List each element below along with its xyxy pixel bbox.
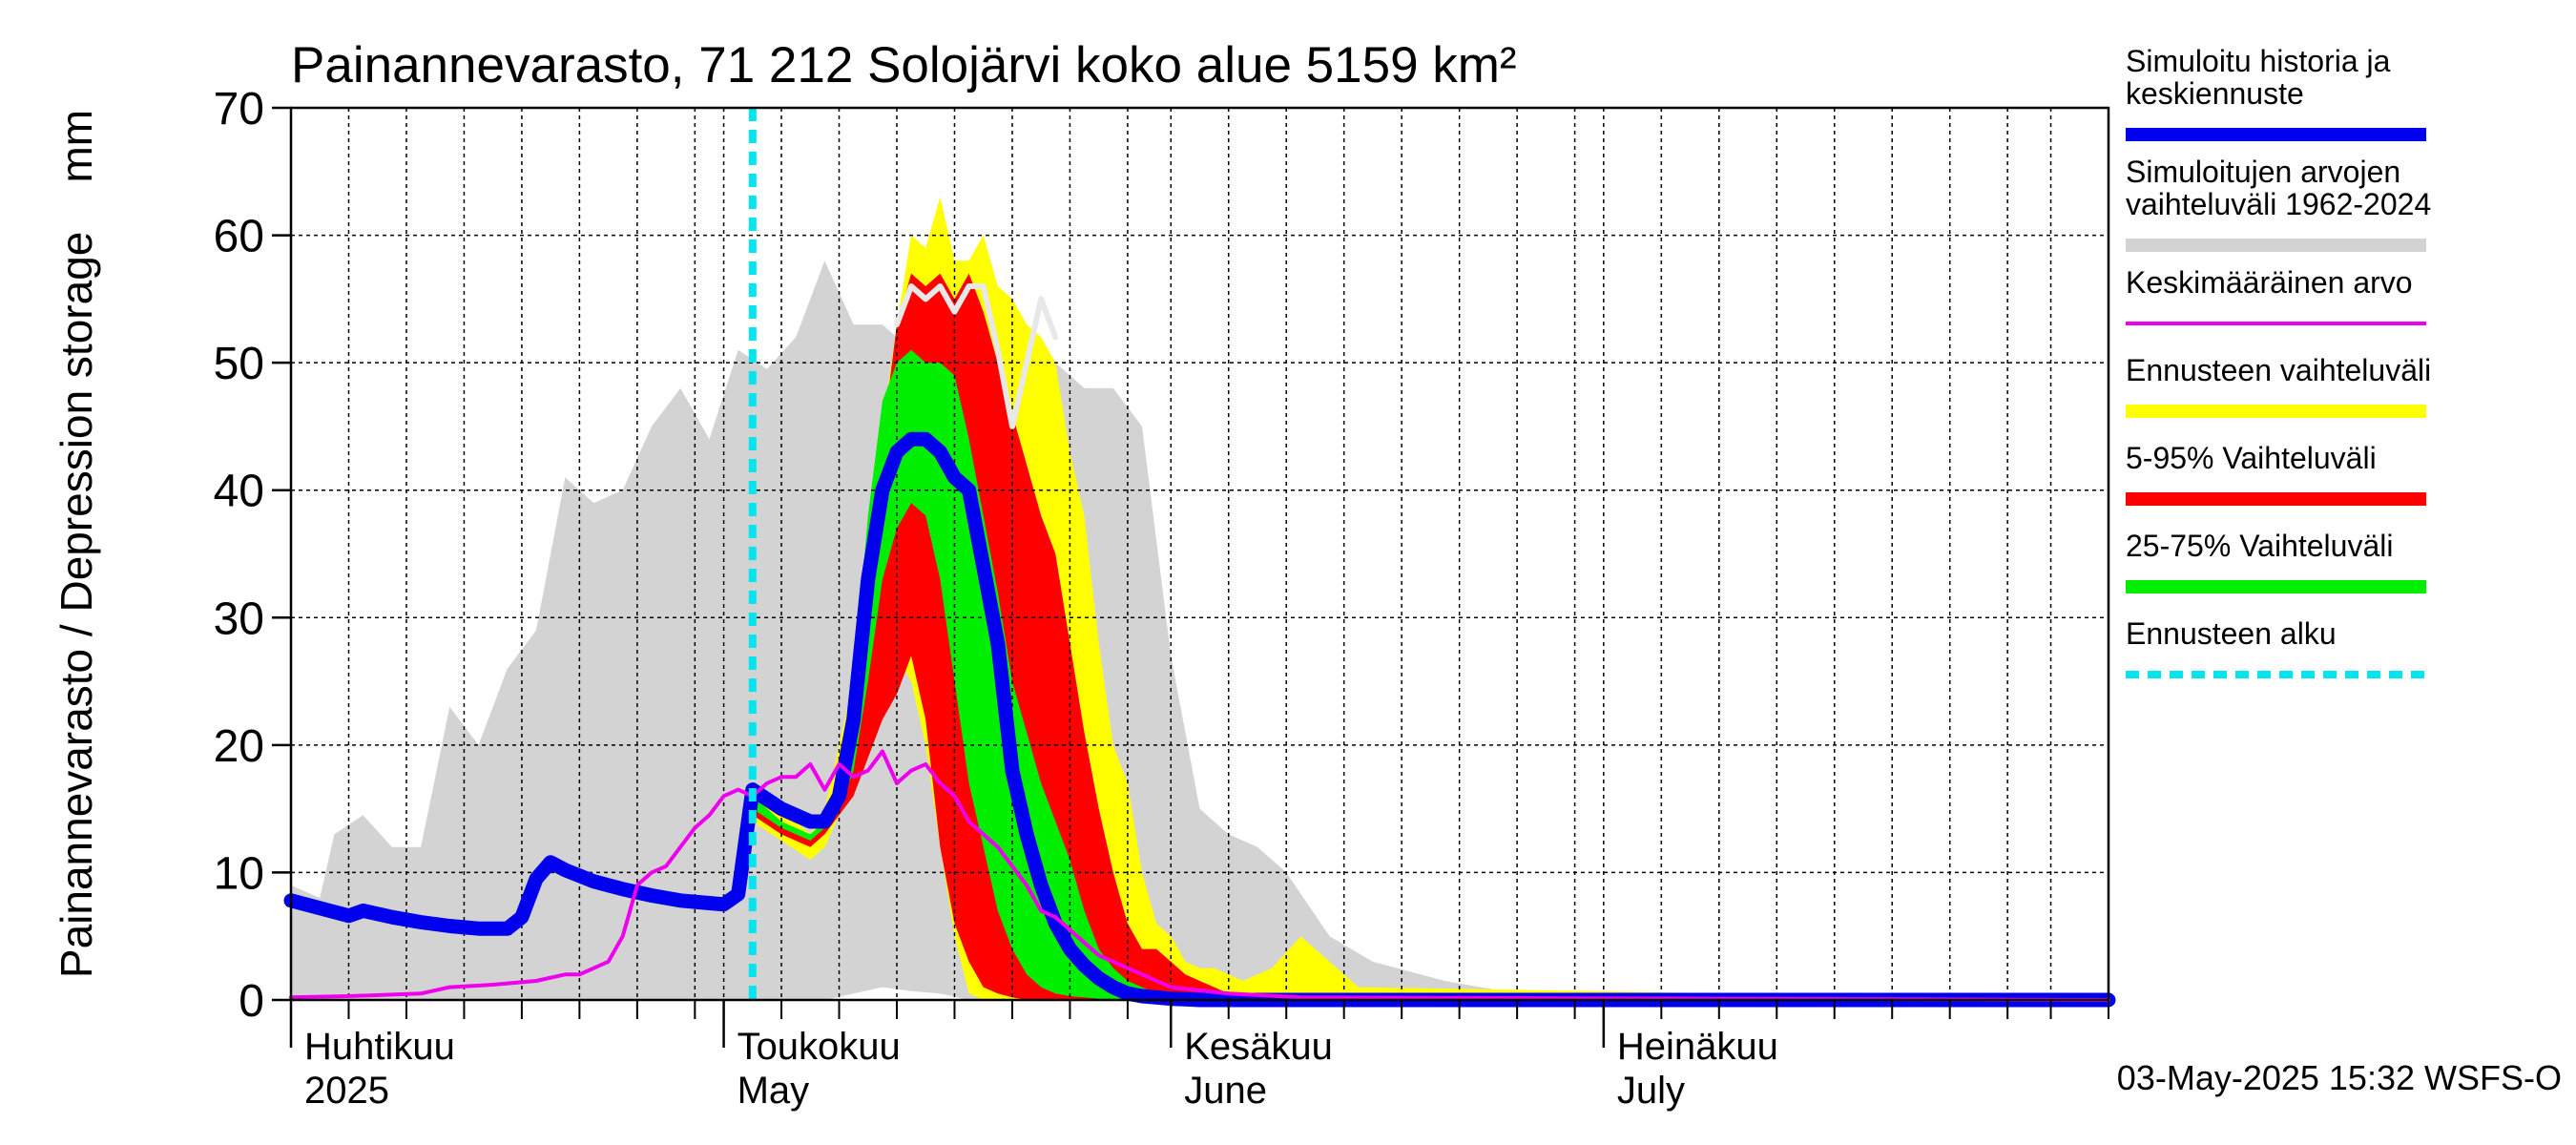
band-area-3 (752, 273, 2109, 1001)
legend-label: Keskimääräinen arvo (2126, 265, 2413, 300)
legend-label: 25-75% Vaihteluväli (2126, 529, 2393, 563)
y-tick-label: 40 (214, 467, 264, 517)
month-label: Kesäkuu (1184, 1026, 1333, 1068)
chart-title: Painannevarasto, 71 212 Solojärvi koko a… (291, 37, 1517, 94)
grid-layer (290, 107, 2109, 1001)
band-area-1 (291, 260, 2109, 1000)
month-label: Heinäkuu (1617, 1026, 1778, 1068)
lines-layer (283, 108, 2116, 1008)
y-tick-label: 10 (214, 848, 264, 899)
series-line-3 (289, 749, 2110, 1002)
month-label-sub: June (1184, 1070, 1267, 1112)
bands-layer (291, 197, 2109, 1001)
legend-label: keskiennuste (2126, 76, 2304, 111)
legend-label: 5-95% Vaihteluväli (2126, 441, 2377, 475)
legend-label: Simuloitujen arvojen (2126, 155, 2400, 189)
y-tick-label: 50 (214, 339, 264, 389)
y-tick-label: 30 (214, 593, 264, 644)
band-area-4 (752, 349, 2109, 1000)
month-label: Toukokuu (737, 1026, 901, 1068)
legend-label: Simuloitu historia ja (2126, 44, 2391, 78)
legend-label: vaihteluväli 1962-2024 (2126, 187, 2431, 221)
month-label-sub: May (737, 1070, 810, 1112)
legend-label: Ennusteen alku (2126, 616, 2337, 651)
y-tick-label: 20 (214, 721, 264, 772)
y-tick-label: 60 (214, 212, 264, 262)
y-tick-label: 70 (214, 84, 264, 135)
plot-frame (289, 106, 2110, 1002)
y-tick-label: 0 (239, 976, 264, 1027)
legend-label: Ennusteen vaihteluväli (2126, 353, 2431, 387)
timestamp: 03-May-2025 15:32 WSFS-O (2117, 1058, 2562, 1097)
month-label-sub: 2025 (304, 1070, 389, 1112)
y-axis-label: Painannevarasto / Depression storage mm (52, 110, 101, 978)
month-label: Huhtikuu (304, 1026, 455, 1068)
month-label-sub: July (1617, 1070, 1685, 1112)
series-line-1 (894, 283, 1059, 429)
series-line-2 (283, 431, 2116, 1008)
